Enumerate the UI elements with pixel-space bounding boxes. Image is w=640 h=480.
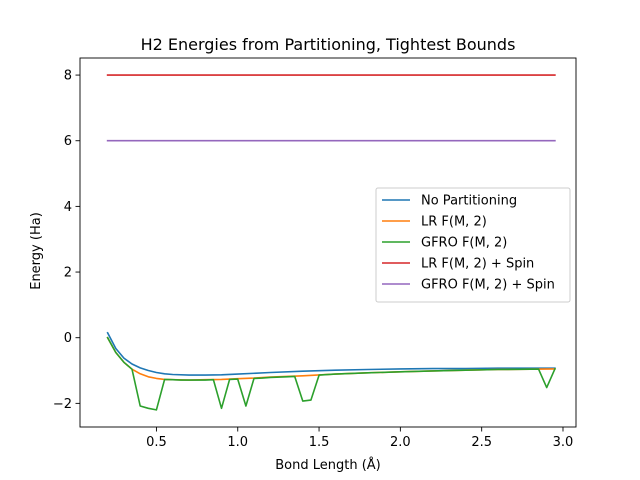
- x-tick-label: 1.0: [227, 435, 248, 450]
- x-tick-label: 1.5: [309, 435, 330, 450]
- legend: No Partitioning LR F(M, 2) GFRO F(M, 2) LR …: [375, 187, 571, 303]
- y-tick-label: 0: [64, 331, 72, 346]
- x-tick-label: 2.0: [390, 435, 411, 450]
- legend-label: GFRO F(M, 2) + Spin: [421, 278, 555, 293]
- y-axis: −2 0 2 4 6 8: [53, 69, 80, 412]
- legend-label: GFRO F(M, 2): [421, 236, 507, 251]
- x-tick-label: 3.0: [553, 435, 574, 450]
- x-tick-label: 0.5: [146, 435, 167, 450]
- legend-box: [375, 187, 571, 303]
- legend-label: No Partitioning: [421, 194, 517, 209]
- plot-frame: [79, 57, 577, 428]
- series-line-2: [106, 336, 556, 411]
- x-tick-label: 2.5: [471, 435, 492, 450]
- y-tick-label: 8: [64, 69, 72, 84]
- legend-label: LR F(M, 2) + Spin: [421, 257, 534, 272]
- y-tick-label: 2: [64, 266, 72, 281]
- series-line-0: [106, 331, 556, 376]
- x-axis-label: Bond Length (Å): [275, 457, 381, 473]
- chart-title: H2 Energies from Partitioning, Tightest …: [141, 35, 516, 54]
- y-axis-label: Energy (Ha): [29, 212, 44, 290]
- y-tick-label: 4: [64, 200, 72, 215]
- y-tick-label: 6: [64, 134, 72, 149]
- legend-label: LR F(M, 2): [421, 215, 487, 230]
- x-axis: 0.5 1.0 1.5 2.0 2.5 3.0: [146, 427, 573, 450]
- y-tick-label: −2: [53, 397, 72, 412]
